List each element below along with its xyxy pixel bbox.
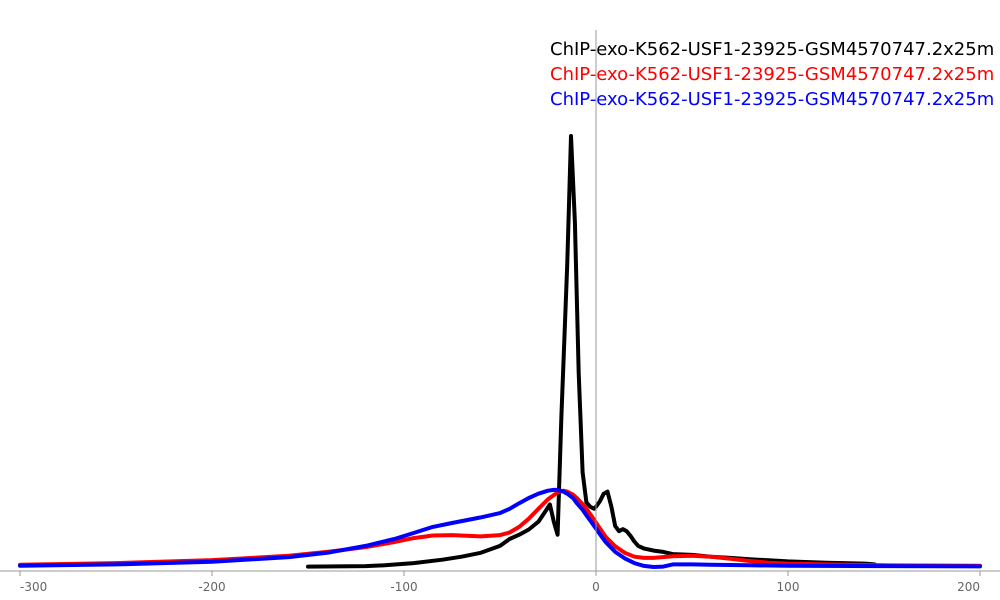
- x-tick-label: -200: [198, 580, 225, 594]
- legend-entry-2: ChIP-exo-K562-USF1-23925-GSM4570747.2x25…: [550, 64, 994, 85]
- series-line-1: [306, 134, 877, 569]
- x-tick-label: 0: [592, 580, 600, 594]
- legend-entry-1: ChIP-exo-K562-USF1-23925-GSM4570747.2x25…: [550, 39, 994, 60]
- legend: ChIP-exo-K562-USF1-23925-GSM4570747.2x25…: [550, 39, 994, 110]
- x-tick-label: 200: [957, 580, 980, 594]
- x-axis-ticks: -300 -200 -100 0 100 200: [19, 571, 981, 594]
- x-tick-label: 100: [777, 580, 800, 594]
- x-tick-label: -300: [20, 580, 47, 594]
- x-tick-label: -100: [390, 580, 417, 594]
- series-line-2: [18, 488, 982, 568]
- legend-entry-3: ChIP-exo-K562-USF1-23925-GSM4570747.2x25…: [550, 89, 994, 110]
- series-line-3: [18, 487, 982, 569]
- series-lines: [18, 134, 982, 569]
